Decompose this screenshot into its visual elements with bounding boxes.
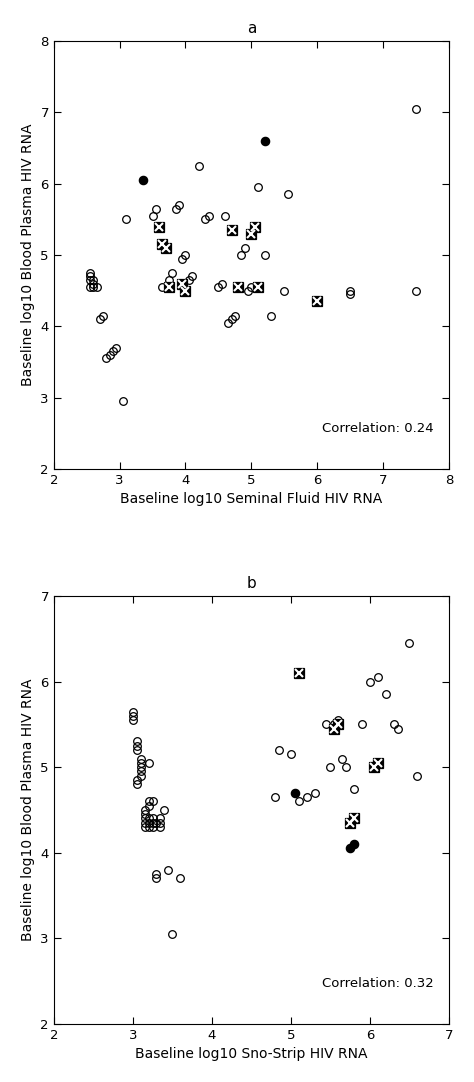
X-axis label: Baseline log10 Sno-Strip HIV RNA: Baseline log10 Sno-Strip HIV RNA [135,1047,367,1061]
Text: Correlation: 0.32: Correlation: 0.32 [322,977,434,990]
Title: a: a [246,21,256,36]
Y-axis label: Baseline log10 Blood Plasma HIV RNA: Baseline log10 Blood Plasma HIV RNA [21,678,35,941]
Text: Correlation: 0.24: Correlation: 0.24 [322,422,434,435]
Y-axis label: Baseline log10 Blood Plasma HIV RNA: Baseline log10 Blood Plasma HIV RNA [21,123,35,386]
X-axis label: Baseline log10 Seminal Fluid HIV RNA: Baseline log10 Seminal Fluid HIV RNA [120,492,383,506]
Title: b: b [246,576,256,591]
